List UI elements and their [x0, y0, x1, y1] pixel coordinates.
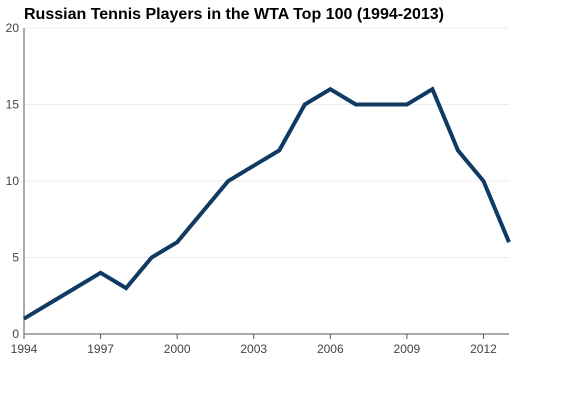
- data-point: [99, 271, 103, 275]
- x-tick-label: 1997: [87, 342, 114, 356]
- x-tick-label: 2003: [240, 342, 267, 356]
- data-point: [430, 87, 434, 91]
- y-tick-label: 20: [6, 21, 20, 35]
- x-tick-label: 2012: [470, 342, 497, 356]
- data-point: [303, 103, 307, 107]
- data-point: [277, 148, 281, 152]
- data-point: [405, 103, 409, 107]
- y-tick-label: 10: [6, 174, 20, 188]
- x-tick-label: 2000: [164, 342, 191, 356]
- series-line-0: [22, 86, 511, 321]
- data-point: [150, 256, 154, 260]
- x-tick-label: 2009: [394, 342, 421, 356]
- data-point: [175, 240, 179, 244]
- data-point: [124, 286, 128, 290]
- data-point: [328, 87, 332, 91]
- data-point: [201, 210, 205, 214]
- tick-labels: 0 5 10 15 20 1994 1997 2000 2003 2006 2009 2012: [6, 21, 498, 356]
- data-point: [379, 103, 383, 107]
- data-point: [22, 317, 26, 321]
- data-point: [252, 164, 256, 168]
- data-point: [354, 103, 358, 107]
- chart-title: Russian Tennis Players in the WTA Top 10…: [24, 6, 444, 23]
- grid-lines: [24, 27, 509, 258]
- y-tick-label: 5: [12, 251, 19, 265]
- data-point: [481, 179, 485, 183]
- y-tick-label: 15: [6, 98, 20, 112]
- data-point: [226, 179, 230, 183]
- data-point: [507, 240, 511, 244]
- data-point: [48, 301, 52, 305]
- data-point: [73, 286, 77, 290]
- y-tick-label: 0: [12, 327, 19, 341]
- data-point: [456, 148, 460, 152]
- axes: [23, 28, 509, 339]
- series-layer: [22, 86, 511, 321]
- x-tick-label: 2006: [317, 342, 344, 356]
- x-tick-label: 1994: [11, 342, 38, 356]
